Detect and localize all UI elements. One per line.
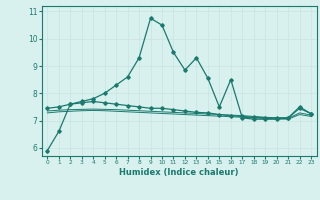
X-axis label: Humidex (Indice chaleur): Humidex (Indice chaleur) (119, 168, 239, 177)
